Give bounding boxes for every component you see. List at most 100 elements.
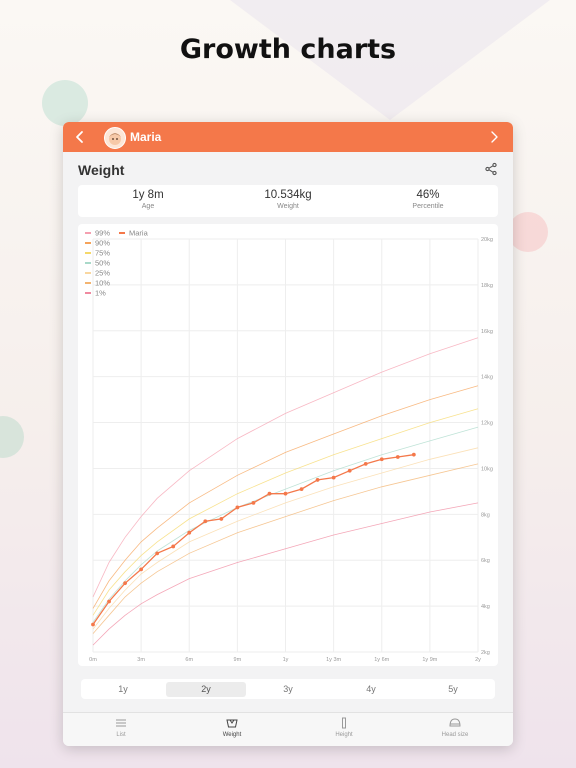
background-triangle [230,0,550,120]
y-tick-label: 12kg [481,421,493,427]
stat-age: 1y 8m Age [78,189,218,210]
avatar[interactable] [104,127,126,149]
range-3y[interactable]: 3y [283,684,293,694]
tab-weight[interactable]: Weight [177,717,287,738]
data-point [283,491,288,496]
legend-label: 75% [95,249,110,258]
stat-weight: 10.534kg Weight [218,189,358,210]
x-tick-label: 1y 6m [374,657,389,663]
share-button[interactable] [483,161,499,177]
back-button[interactable] [71,128,89,146]
range-5y[interactable]: 5y [448,684,458,694]
data-point [171,544,176,549]
legend-label: 25% [95,269,110,278]
data-point [267,491,272,496]
data-point [331,475,336,480]
data-point [155,551,160,556]
tab-bar: List Weight Height Head size [63,712,513,746]
legend-label: 99% [95,229,110,238]
legend-label: 10% [95,279,110,288]
profile-name[interactable]: Maria [130,130,162,144]
y-tick-label: 20kg [481,237,493,243]
series-line [92,447,479,630]
legend-label: 90% [95,239,110,248]
tab-label: Height [335,732,353,738]
chevron-right-icon [491,131,498,143]
x-tick-label: 1y [283,657,289,663]
data-point [347,468,352,473]
series-line [92,337,479,598]
headline: Growth charts [179,34,397,65]
tab-head-size[interactable]: Head size [400,717,510,738]
range-selector: 1y 2y 3y 4y 5y [81,679,495,699]
stat-label: Weight [277,203,299,210]
range-4y[interactable]: 4y [366,684,376,694]
next-button[interactable] [485,128,503,146]
y-tick-label: 16kg [481,329,493,335]
data-point [315,478,320,482]
y-tick-label: 14kg [481,375,493,381]
data-point [219,517,224,521]
data-point [235,505,240,510]
stat-value: 10.534kg [264,189,312,201]
legend-label: Maria [129,229,149,238]
tab-list[interactable]: List [66,717,176,738]
series-line [92,426,479,623]
data-point [299,487,304,491]
stat-label: Percentile [412,203,444,210]
series-line [92,408,479,616]
y-tick-label: 2kg [481,650,490,656]
x-tick-label: 1y 9m [422,657,437,663]
y-tick-label: 10kg [481,466,493,472]
x-tick-label: 2y [475,657,481,663]
y-tick-label: 18kg [481,283,493,289]
data-point [363,461,368,466]
data-point [411,452,416,457]
tab-label: Weight [222,732,242,738]
tab-label: List [116,732,126,738]
stat-value: 46% [416,189,440,201]
stats-card: 1y 8m Age 10.534kg Weight 46% Percentile [78,185,498,217]
range-2y[interactable]: 2y [166,682,246,697]
data-point [139,567,144,572]
app-window: Maria Weight 1y 8m Age 10.534kg Weight 4… [63,122,513,746]
x-tick-label: 9m [234,657,242,663]
data-point [187,530,192,535]
x-tick-label: 6m [185,657,193,663]
bra-icon-bubble [508,212,548,252]
list-icon [116,719,126,727]
series-line [92,385,479,609]
data-point [379,457,384,462]
data-point [395,455,400,459]
series-line [92,502,479,646]
stat-percentile: 46% Percentile [358,189,498,210]
top-bar: Maria [63,122,513,152]
y-tick-label: 6kg [481,558,490,564]
x-tick-label: 3m [137,657,145,663]
series-line [92,463,479,634]
y-tick-label: 8kg [481,512,490,518]
scale-icon [226,719,238,728]
y-tick-label: 4kg [481,604,490,610]
legend-label: 1% [95,289,106,298]
x-tick-label: 1y 3m [326,657,341,663]
crib-icon-bubble [0,416,24,458]
legend-label: 50% [95,259,110,268]
baby-face-icon [109,133,121,145]
data-point [251,500,256,505]
page-title: Weight [78,162,125,178]
data-point [107,599,111,604]
growth-chart-card[interactable]: 0m 3m 6m 9m 1y 1y 3m 1y 6m 1y 9m 2y 2kg 4kg 6kg 8kg 1… [78,224,498,666]
range-1y[interactable]: 1y [118,684,128,694]
data-point [203,519,208,524]
stat-label: Age [141,203,155,210]
tab-height[interactable]: Height [289,717,399,738]
tab-label: Head size [441,732,469,738]
share-icon [485,162,497,176]
diaper-icon-bubble [42,80,88,126]
stat-value: 1y 8m [132,189,164,201]
ruler-icon [342,717,346,729]
head-icon [449,718,461,727]
data-point [91,622,95,627]
